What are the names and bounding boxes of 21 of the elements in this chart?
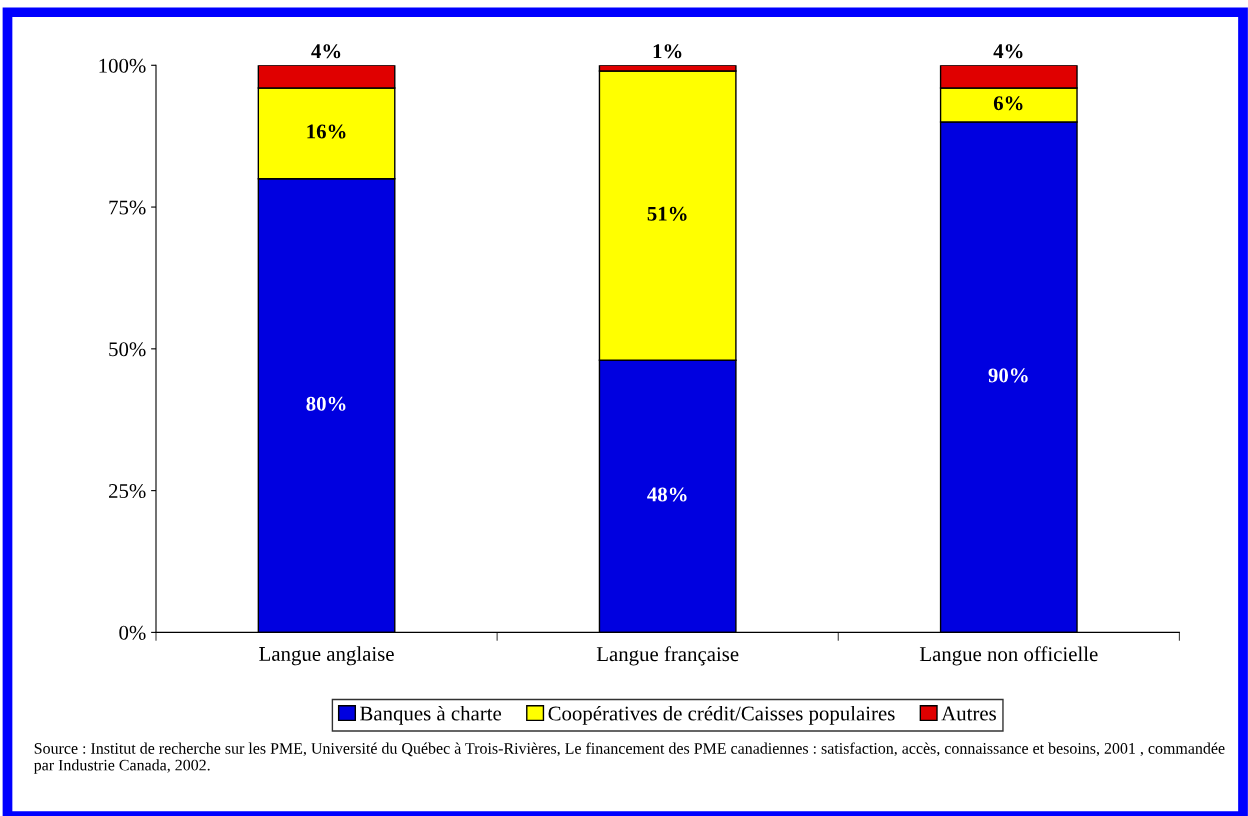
data-label: 48% [647, 487, 687, 502]
data-label: 4% [993, 44, 1023, 59]
data-label: 4% [311, 44, 341, 59]
data-label: 6% [993, 96, 1023, 111]
data-label: 1% [653, 44, 682, 59]
y-tick-label: 25% [109, 483, 146, 499]
source-note: Source : Institut de recherche sur les PME, Université du Québec à Trois-Rivières, Le financement des PME canadiennes : satisfaction, accès, connaissance et besoins, 2001 , commandée par Industrie Canada, 2002. [33, 742, 1225, 774]
x-tick-label: Langue française [596, 646, 739, 666]
legend-label: Coopératives de crédit/Caisses populaires [548, 705, 895, 725]
x-tick-label: Langue non officielle [919, 646, 1098, 666]
legend-label: Autres [941, 706, 996, 721]
data-label: 51% [647, 206, 687, 221]
y-tick-label: 0% [119, 625, 146, 640]
x-tick-label: Langue anglaise [259, 646, 394, 666]
legend-label: Banques à charte [360, 705, 502, 725]
data-label: 16% [307, 124, 346, 139]
y-tick-label: 100% [99, 58, 146, 73]
y-tick-label: 75% [109, 200, 146, 215]
data-label: 80% [306, 396, 346, 411]
data-label: 90% [988, 368, 1028, 383]
y-tick-label: 50% [109, 342, 146, 357]
